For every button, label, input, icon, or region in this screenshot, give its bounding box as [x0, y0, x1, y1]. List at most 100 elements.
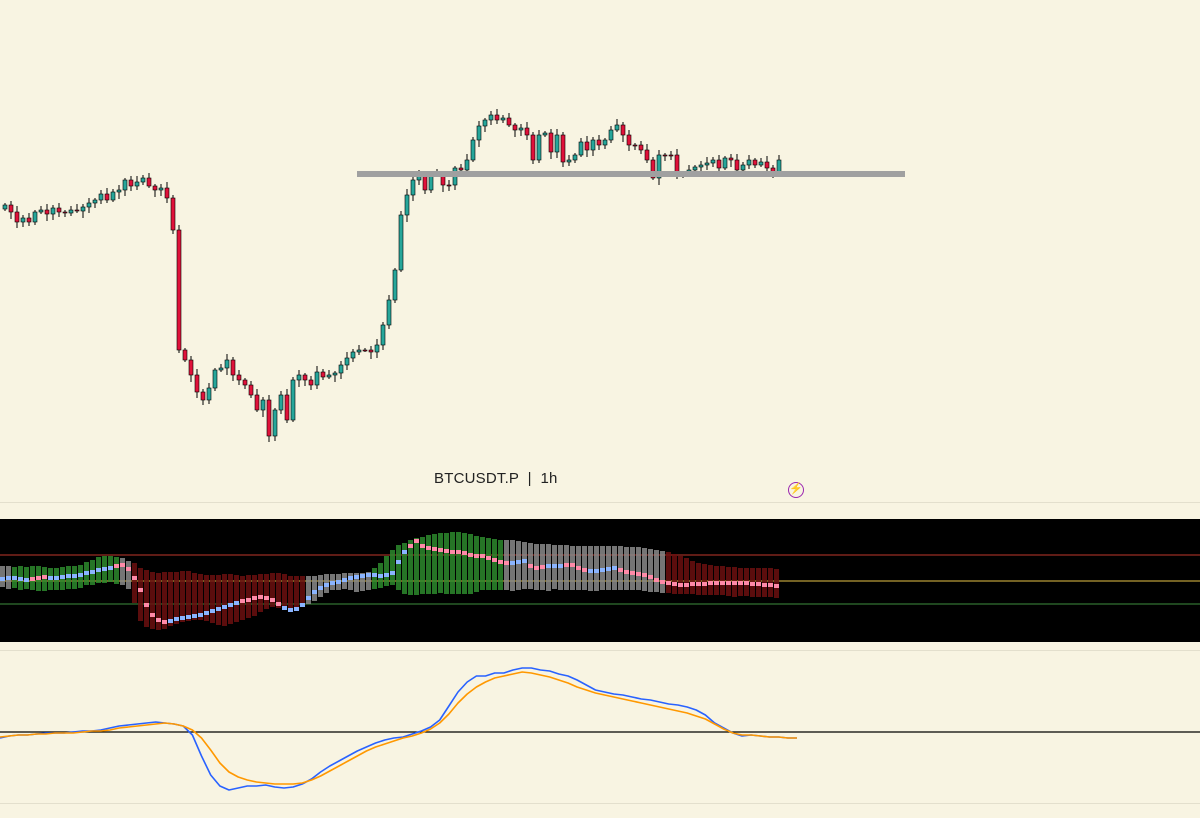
- oscillator-bar: [702, 564, 707, 595]
- oscillator-dot: [624, 570, 629, 574]
- oscillator-bar: [768, 568, 773, 597]
- oscillator-dot: [300, 603, 305, 607]
- candle: [308, 379, 314, 386]
- candle: [290, 379, 296, 421]
- candle: [14, 211, 20, 223]
- oscillator-dot: [756, 582, 761, 586]
- candle: [404, 194, 410, 216]
- oscillator-dot: [144, 603, 149, 607]
- oscillator-bar: [660, 551, 665, 593]
- candle: [50, 207, 56, 215]
- oscillator-dot: [762, 583, 767, 587]
- oscillator-bar: [252, 575, 257, 616]
- oscillator-bar: [114, 557, 119, 584]
- oscillator-dot: [462, 551, 467, 555]
- candle: [248, 384, 254, 396]
- oscillator-dot: [768, 583, 773, 587]
- candle: [512, 124, 518, 131]
- oscillator-bar: [666, 552, 671, 593]
- candle: [278, 394, 284, 411]
- oscillator-dot: [648, 575, 653, 579]
- oscillator-pane[interactable]: [0, 519, 1200, 642]
- candle: [494, 114, 500, 121]
- candle: [530, 134, 536, 161]
- oscillator-dot: [672, 582, 677, 586]
- candle: [146, 177, 152, 187]
- candle: [116, 189, 122, 193]
- oscillator-dot: [30, 577, 35, 581]
- candle: [122, 179, 128, 191]
- oscillator-bar: [132, 563, 137, 603]
- oscillator-dot: [504, 561, 509, 565]
- oscillator-bar: [654, 550, 659, 592]
- oscillator-bar: [648, 549, 653, 592]
- oscillator-dot: [654, 578, 659, 582]
- oscillator-bar: [678, 556, 683, 594]
- pane-divider[interactable]: [0, 650, 1200, 651]
- oscillator-dot: [396, 560, 401, 564]
- oscillator-dot: [162, 620, 167, 624]
- oscillator-dot: [330, 581, 335, 585]
- oscillator-bar: [384, 556, 389, 586]
- oscillator-dot: [540, 565, 545, 569]
- candle: [392, 269, 398, 301]
- oscillator-dot: [354, 575, 359, 579]
- candle: [386, 299, 392, 326]
- oscillator-bar: [246, 575, 251, 618]
- oscillator-bar: [462, 533, 467, 594]
- oscillator-bar: [642, 548, 647, 591]
- oscillator-dot: [60, 575, 65, 579]
- candlestick-chart[interactable]: [0, 0, 1200, 500]
- candle: [620, 124, 626, 136]
- candle: [326, 374, 332, 378]
- macd-chart[interactable]: [0, 655, 1200, 805]
- oscillator-chart[interactable]: [0, 519, 1200, 642]
- oscillator-dot: [690, 582, 695, 586]
- candle: [350, 351, 356, 359]
- candle: [20, 217, 26, 223]
- oscillator-bar: [216, 575, 221, 625]
- oscillator-bar: [444, 533, 449, 594]
- oscillator-dot: [270, 598, 275, 602]
- oscillator-dot: [54, 576, 59, 580]
- oscillator-dot: [444, 549, 449, 553]
- candle: [284, 394, 290, 421]
- price-chart-pane[interactable]: [0, 0, 1200, 500]
- oscillator-bar: [762, 568, 767, 597]
- oscillator-dot: [420, 544, 425, 548]
- candle: [104, 193, 110, 201]
- oscillator-bar: [264, 574, 269, 609]
- oscillator-dot: [486, 556, 491, 560]
- flash-icon[interactable]: ⚡: [788, 482, 804, 498]
- macd-pane[interactable]: [0, 655, 1200, 805]
- oscillator-bar: [198, 574, 203, 620]
- candle: [476, 125, 482, 141]
- oscillator-dot: [84, 571, 89, 575]
- oscillator-bar: [300, 576, 305, 607]
- candle: [206, 387, 212, 401]
- oscillator-dot: [306, 596, 311, 600]
- candle: [728, 157, 734, 161]
- oscillator-dot: [366, 573, 371, 577]
- oscillator-bar: [306, 576, 311, 604]
- oscillator-dot: [774, 584, 779, 588]
- candle: [356, 349, 362, 353]
- oscillator-dot: [738, 581, 743, 585]
- candle: [110, 191, 116, 201]
- support-line: [357, 171, 905, 177]
- oscillator-bar: [594, 546, 599, 591]
- oscillator-dot: [132, 576, 137, 580]
- oscillator-dot: [96, 568, 101, 572]
- candle: [362, 349, 368, 352]
- candle: [422, 174, 428, 191]
- candle: [212, 369, 218, 389]
- oscillator-bar: [456, 532, 461, 594]
- oscillator-bar: [234, 575, 239, 622]
- oscillator-dot: [618, 568, 623, 572]
- oscillator-bar: [156, 573, 161, 630]
- oscillator-dot: [582, 568, 587, 572]
- pane-divider[interactable]: [0, 502, 1200, 503]
- oscillator-dot: [570, 563, 575, 567]
- oscillator-bar: [516, 541, 521, 590]
- oscillator-bar: [486, 538, 491, 590]
